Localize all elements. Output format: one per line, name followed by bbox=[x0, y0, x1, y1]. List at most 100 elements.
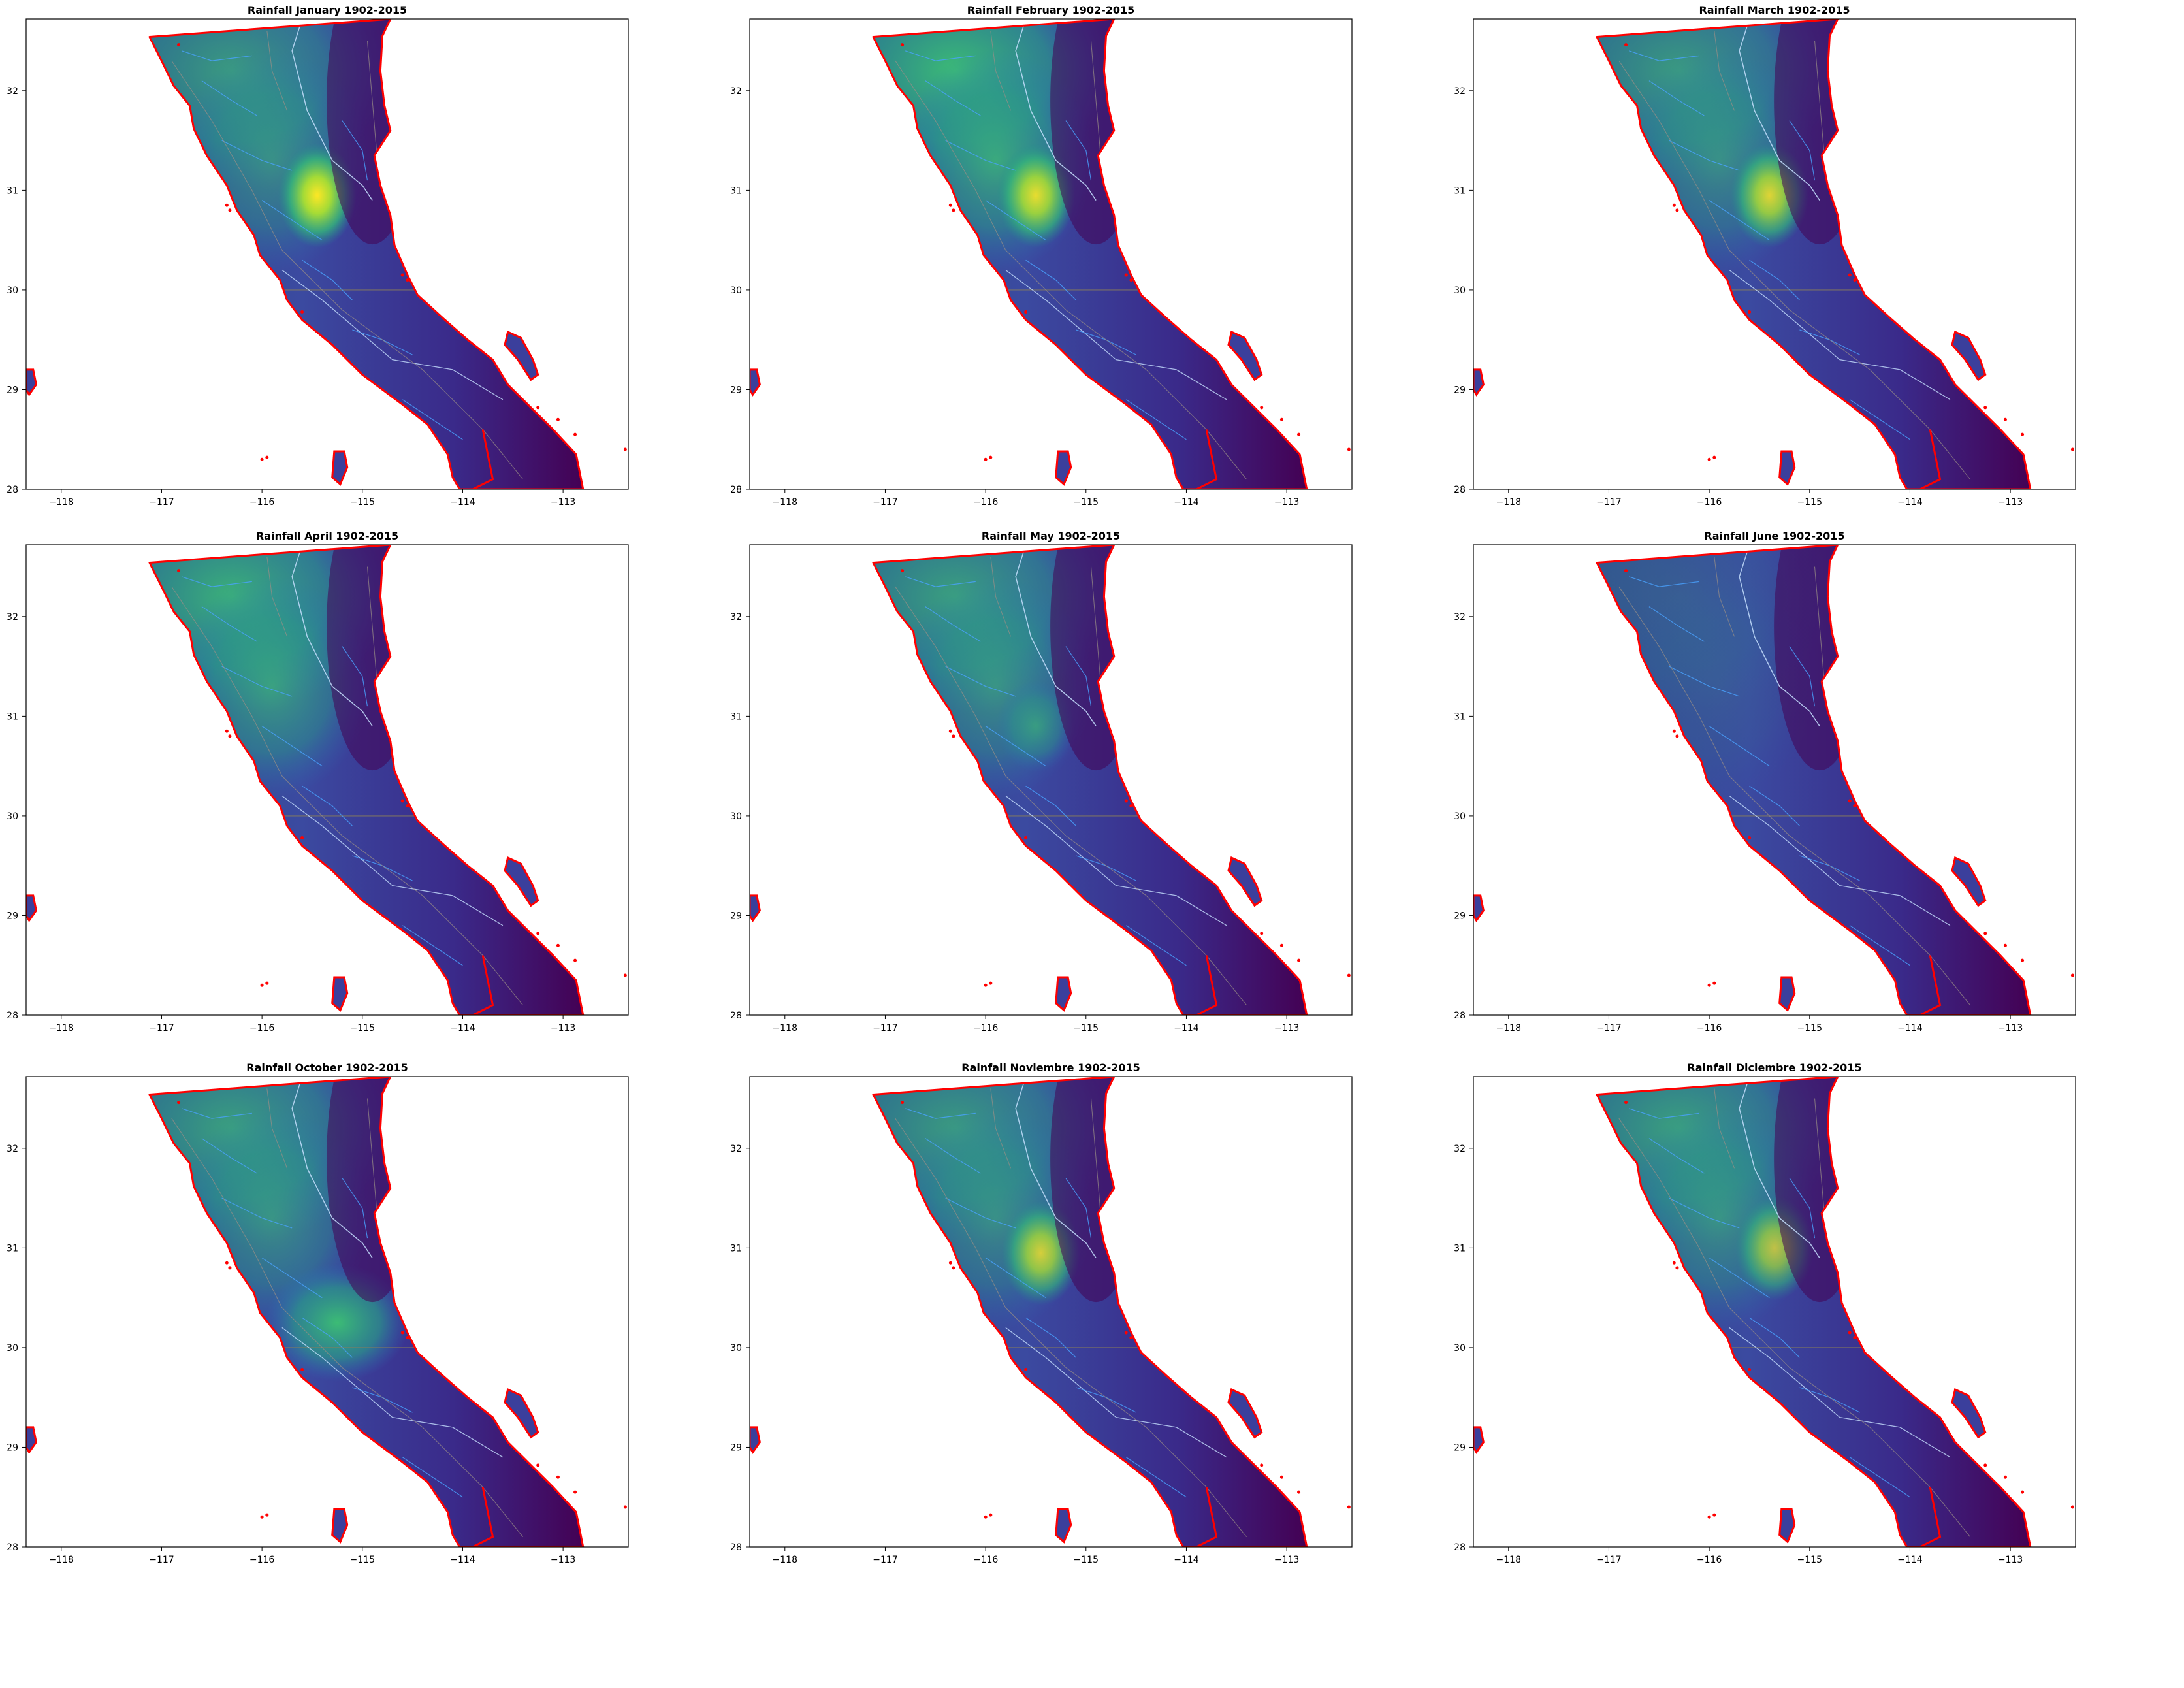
y-tick-label: 29 bbox=[7, 385, 18, 395]
map-panel: Rainfall June 1902-2015 −118 −117 −116 −115 −… bbox=[1454, 530, 2076, 1033]
island bbox=[26, 894, 37, 922]
y-tick-label: 31 bbox=[730, 1243, 742, 1254]
map-plot-area bbox=[750, 19, 1351, 489]
x-tick-label: −117 bbox=[873, 1023, 897, 1033]
x-tick-label: −117 bbox=[1596, 1555, 1621, 1565]
island bbox=[1055, 450, 1072, 486]
map-title: Rainfall January 1902-2015 bbox=[248, 4, 407, 16]
x-tick-label: −116 bbox=[249, 1023, 275, 1033]
island bbox=[1951, 856, 1987, 907]
x-tick-label: −118 bbox=[773, 1023, 797, 1033]
island bbox=[750, 1426, 761, 1454]
y-tick-label: 28 bbox=[730, 1542, 742, 1553]
y-tick-label: 30 bbox=[730, 1343, 742, 1354]
map-panel: Rainfall October 1902-2015 −118 −117 −116 −1… bbox=[7, 1062, 629, 1565]
map-plot-area bbox=[1473, 19, 2074, 489]
x-tick-label: −117 bbox=[873, 497, 897, 508]
x-tick-label: −115 bbox=[350, 1023, 375, 1033]
y-tick-label: 32 bbox=[7, 86, 18, 97]
axes-frame bbox=[25, 1076, 629, 1548]
x-tick-label: −116 bbox=[1697, 1555, 1722, 1565]
x-tick-label: −118 bbox=[1496, 1023, 1521, 1033]
island bbox=[1227, 856, 1263, 907]
map-title: Rainfall June 1902-2015 bbox=[1704, 530, 1844, 542]
axes-frame bbox=[749, 1076, 1353, 1548]
x-tick-label: −116 bbox=[1697, 497, 1722, 508]
y-tick-label: 28 bbox=[730, 485, 742, 495]
coastline bbox=[148, 545, 585, 1015]
y-tick-label: 30 bbox=[1454, 285, 1466, 296]
x-tick-label: −113 bbox=[1274, 1023, 1299, 1033]
y-tick-label: 29 bbox=[7, 1442, 18, 1453]
coastline bbox=[1596, 1077, 2032, 1547]
y-tick-label: 32 bbox=[1454, 86, 1466, 97]
x-tick-label: −115 bbox=[1074, 497, 1099, 508]
map-plot-area bbox=[750, 1077, 1351, 1547]
x-tick-label: −116 bbox=[249, 1555, 275, 1565]
x-tick-label: −116 bbox=[973, 1555, 999, 1565]
coastline bbox=[872, 1077, 1308, 1547]
map-plot-area bbox=[26, 1077, 627, 1547]
coastline bbox=[148, 1077, 585, 1547]
x-tick-label: −115 bbox=[1074, 1555, 1099, 1565]
map-panel: Rainfall March 1902-2015 −118 −117 −116 −115… bbox=[1454, 4, 2076, 508]
axes-frame bbox=[1473, 1076, 2076, 1548]
y-tick-label: 32 bbox=[7, 1144, 18, 1154]
y-tick-label: 30 bbox=[7, 285, 18, 296]
island bbox=[1951, 330, 1987, 381]
y-tick-label: 29 bbox=[1454, 911, 1466, 921]
coastline bbox=[1596, 545, 2032, 1015]
island bbox=[1473, 368, 1485, 397]
x-tick-label: −115 bbox=[1797, 497, 1822, 508]
map-panel: Rainfall January 1902-2015 −118 −117 −116 −1… bbox=[7, 4, 629, 508]
y-tick-label: 30 bbox=[1454, 811, 1466, 822]
y-tick-label: 31 bbox=[7, 711, 18, 722]
x-tick-label: −117 bbox=[1596, 1023, 1621, 1033]
x-tick-label: −117 bbox=[149, 497, 174, 508]
coastline bbox=[1596, 19, 2032, 489]
y-tick-label: 32 bbox=[730, 1144, 742, 1154]
y-tick-label: 30 bbox=[7, 811, 18, 822]
x-tick-label: −113 bbox=[1998, 1023, 2023, 1033]
island bbox=[1778, 976, 1796, 1012]
y-tick-label: 28 bbox=[7, 1542, 18, 1553]
x-tick-label: −117 bbox=[873, 1555, 897, 1565]
x-tick-label: −113 bbox=[551, 1555, 575, 1565]
island bbox=[504, 330, 539, 381]
island bbox=[1473, 1426, 1485, 1454]
x-tick-label: −116 bbox=[249, 497, 275, 508]
axes-frame bbox=[749, 544, 1353, 1016]
y-tick-label: 30 bbox=[730, 285, 742, 296]
island bbox=[26, 368, 37, 397]
y-tick-label: 28 bbox=[1454, 1011, 1466, 1021]
map-title: Rainfall May 1902-2015 bbox=[982, 530, 1120, 542]
x-tick-label: −118 bbox=[773, 1555, 797, 1565]
y-tick-label: 32 bbox=[730, 612, 742, 623]
x-tick-label: −117 bbox=[149, 1023, 174, 1033]
x-tick-label: −115 bbox=[1797, 1555, 1822, 1565]
x-tick-label: −118 bbox=[1496, 1555, 1521, 1565]
x-tick-label: −114 bbox=[1897, 497, 1923, 508]
x-tick-label: −113 bbox=[551, 497, 575, 508]
x-tick-label: −116 bbox=[1697, 1023, 1722, 1033]
x-tick-label: −114 bbox=[450, 497, 475, 508]
x-tick-label: −118 bbox=[773, 497, 797, 508]
island bbox=[331, 450, 349, 486]
map-panel: Rainfall April 1902-2015 −118 −117 −116 −115… bbox=[7, 530, 629, 1033]
x-tick-label: −115 bbox=[1797, 1023, 1822, 1033]
island bbox=[1055, 1508, 1072, 1544]
y-tick-label: 31 bbox=[7, 186, 18, 196]
y-tick-label: 32 bbox=[1454, 1144, 1466, 1154]
x-tick-label: −114 bbox=[1174, 497, 1199, 508]
island bbox=[750, 368, 761, 397]
map-plot-area bbox=[26, 545, 627, 1015]
x-tick-label: −118 bbox=[49, 1555, 74, 1565]
coastline bbox=[872, 545, 1308, 1015]
island bbox=[504, 1388, 539, 1439]
y-tick-label: 28 bbox=[7, 485, 18, 495]
map-title: Rainfall Diciembre 1902-2015 bbox=[1687, 1062, 1861, 1074]
x-tick-label: −113 bbox=[551, 1023, 575, 1033]
island bbox=[504, 856, 539, 907]
island bbox=[331, 1508, 349, 1544]
x-tick-label: −114 bbox=[450, 1023, 475, 1033]
